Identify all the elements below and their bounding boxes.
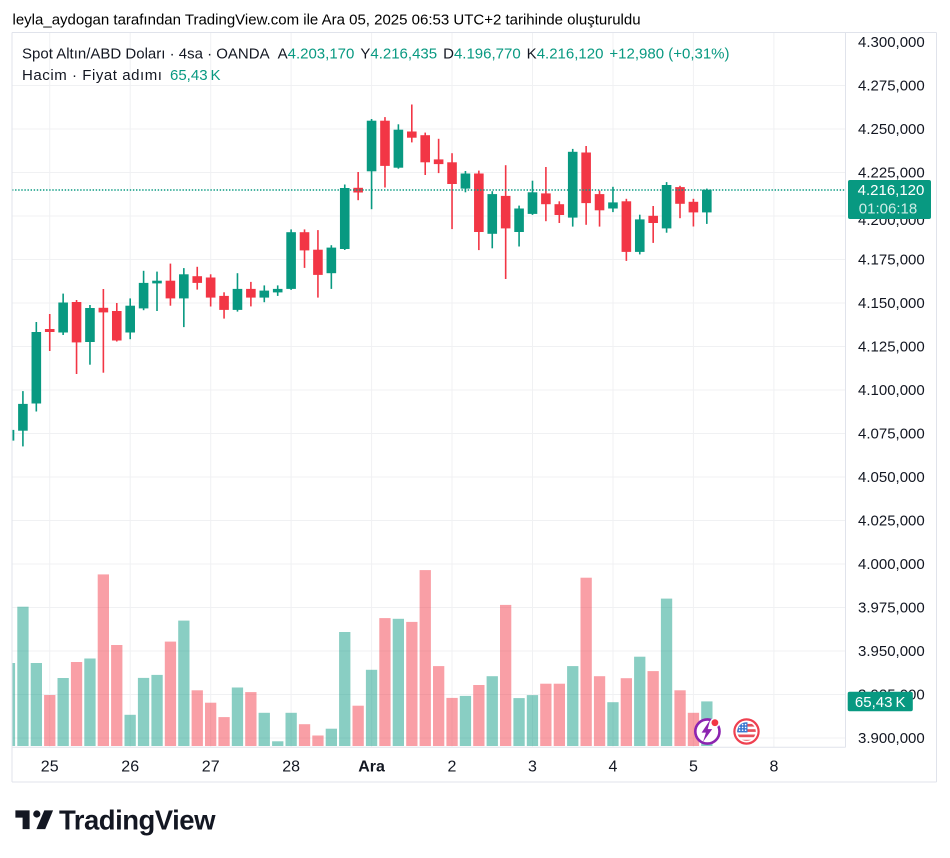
svg-text:TradingView: TradingView xyxy=(59,805,216,836)
svg-text:3.975,000: 3.975,000 xyxy=(858,600,925,617)
svg-text:26: 26 xyxy=(121,759,139,776)
svg-text:25: 25 xyxy=(41,759,59,776)
svg-text:4.250,000: 4.250,000 xyxy=(858,121,925,138)
svg-text:27: 27 xyxy=(202,759,220,776)
svg-text:4.100,000: 4.100,000 xyxy=(858,382,925,399)
svg-text:4.025,000: 4.025,000 xyxy=(858,513,925,530)
svg-text:28: 28 xyxy=(282,759,300,776)
svg-text:4.075,000: 4.075,000 xyxy=(858,426,925,443)
svg-text:65,43 K: 65,43 K xyxy=(855,694,906,711)
svg-text:4.216,120: 4.216,120 xyxy=(858,182,925,199)
svg-text:4.050,000: 4.050,000 xyxy=(858,469,925,486)
svg-text:3.950,000: 3.950,000 xyxy=(858,643,925,660)
svg-text:Hacim · Fiyat adımı: Hacim · Fiyat adımı xyxy=(22,67,162,84)
svg-text:01:06:18: 01:06:18 xyxy=(859,201,917,218)
svg-text:65,43 K: 65,43 K xyxy=(170,67,221,84)
svg-text:4.175,000: 4.175,000 xyxy=(858,252,925,269)
svg-text:Spot Altın/ABD Doları · 4sa ·: Spot Altın/ABD Doları · 4sa · OANDA A4.20… xyxy=(22,46,730,63)
svg-text:4.125,000: 4.125,000 xyxy=(858,339,925,356)
svg-text:4: 4 xyxy=(609,759,618,776)
svg-text:4.300,000: 4.300,000 xyxy=(858,34,925,51)
svg-text:4.275,000: 4.275,000 xyxy=(858,78,925,95)
svg-text:4.000,000: 4.000,000 xyxy=(858,556,925,573)
svg-text:8: 8 xyxy=(769,759,778,776)
svg-text:4.225,000: 4.225,000 xyxy=(858,165,925,182)
svg-text:3: 3 xyxy=(528,759,537,776)
svg-text:leyla_aydogan tarafından Tradi: leyla_aydogan tarafından TradingView.com… xyxy=(13,12,641,29)
svg-text:5: 5 xyxy=(689,759,698,776)
svg-text:3.900,000: 3.900,000 xyxy=(858,730,925,747)
svg-text:Ara: Ara xyxy=(358,759,385,776)
svg-text:4.150,000: 4.150,000 xyxy=(858,295,925,312)
svg-text:2: 2 xyxy=(448,759,457,776)
